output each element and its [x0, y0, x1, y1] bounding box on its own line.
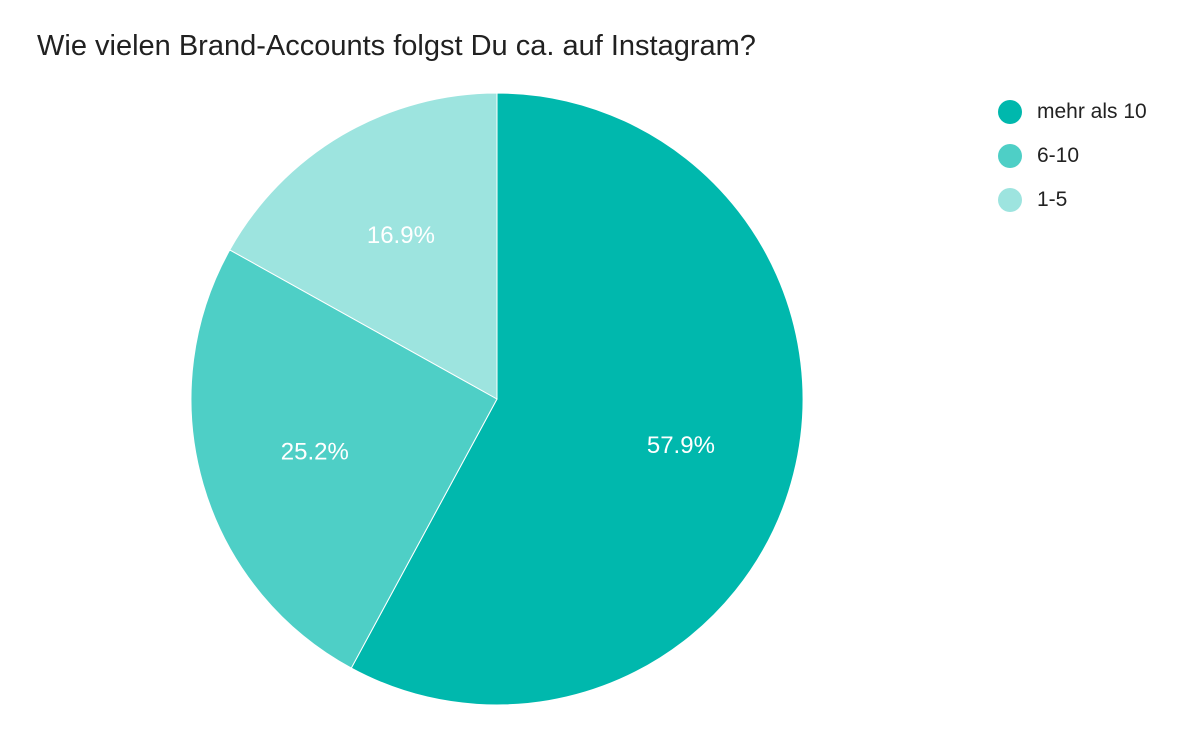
pie-slice-mehr-als-10[interactable]: [350, 92, 804, 706]
pie-slice-labels: 57.9% 25.2% 16.9%: [281, 222, 715, 466]
legend-item-mehr-als-10[interactable]: mehr als 10: [998, 90, 1147, 134]
legend-item-6-10[interactable]: 6-10: [998, 134, 1147, 178]
slice-value-label: 57.9%: [647, 432, 715, 459]
legend-swatch-icon: [998, 144, 1022, 168]
pie-slice-6-10[interactable]: [190, 249, 498, 669]
legend-item-1-5[interactable]: 1-5: [998, 178, 1147, 222]
legend-label: mehr als 10: [1037, 100, 1147, 123]
pie-slices: [190, 92, 804, 706]
chart-title: Wie vielen Brand-Accounts folgst Du ca. …: [37, 30, 756, 62]
legend-label: 6-10: [1037, 144, 1080, 167]
slice-value-label: 25.2%: [281, 438, 349, 465]
legend-label: 1-5: [1037, 188, 1068, 211]
slice-value-label: 16.9%: [367, 222, 435, 249]
legend: mehr als 10 6-10 1-5: [998, 90, 1147, 222]
legend-swatch-icon: [998, 100, 1022, 124]
pie-slice-1-5[interactable]: [229, 92, 498, 400]
legend-swatch-icon: [998, 188, 1022, 212]
